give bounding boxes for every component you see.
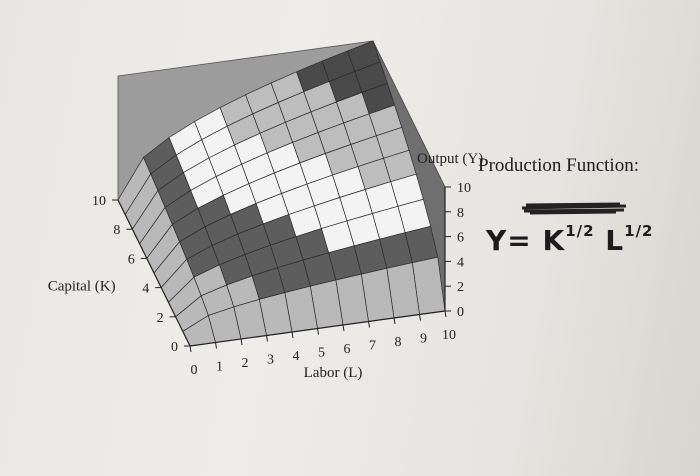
labor-tick-mark <box>266 335 268 342</box>
labor-tick-label: 0 <box>191 363 198 378</box>
labor-tick-mark <box>291 331 294 339</box>
output-tick-label: 2 <box>457 280 464 295</box>
labor-tick-mark <box>317 328 319 335</box>
capital-tick-label: 2 <box>157 311 164 326</box>
labor-tick-label: 1 <box>216 360 223 375</box>
labor-tick-mark <box>215 342 217 349</box>
labor-tick-label: 5 <box>318 346 325 361</box>
labor-tick-mark <box>393 317 396 325</box>
labor-tick-label: 7 <box>369 339 376 354</box>
capital-tick-label: 6 <box>128 252 135 267</box>
labor-tick-label: 8 <box>395 335 402 350</box>
labor-tick-mark <box>368 321 370 328</box>
formula-exponent-l: 1/2 <box>624 221 654 240</box>
capital-axis-title: Capital (K) <box>48 278 116 294</box>
labor-tick-mark <box>240 338 243 346</box>
output-axis-title: Output (Y) <box>417 151 483 167</box>
production-function-title: Production Function: <box>478 155 639 176</box>
crossed-out-scribble <box>521 202 627 215</box>
labor-tick-label: 3 <box>267 353 274 368</box>
capital-tick-label: 4 <box>142 282 149 297</box>
labor-tick-mark <box>189 345 192 353</box>
labor-tick-label: 10 <box>442 328 456 343</box>
labor-tick-mark <box>444 310 447 318</box>
formula-exponent-k: 1/2 <box>565 221 595 240</box>
labor-tick-label: 2 <box>242 356 249 371</box>
capital-tick-label: 10 <box>92 194 106 209</box>
labor-tick-label: 6 <box>344 342 351 357</box>
formula-base-k: Y= K <box>486 224 566 257</box>
labor-tick-label: 4 <box>293 349 300 364</box>
capital-tick-label: 8 <box>113 223 120 238</box>
output-tick-label: 6 <box>457 231 464 246</box>
output-tick-label: 8 <box>457 206 464 221</box>
output-tick-label: 10 <box>457 181 471 196</box>
capital-tick-label: 0 <box>171 340 178 355</box>
capital-axis-line <box>117 199 191 347</box>
labor-tick-label: 9 <box>420 332 427 347</box>
labor-axis-title: Labor (L) <box>304 365 363 381</box>
output-tick-label: 4 <box>457 255 464 270</box>
formula-base-l: L <box>605 224 625 257</box>
output-tick-label: 0 <box>457 305 464 320</box>
labor-tick-mark <box>342 324 345 332</box>
labor-tick-mark <box>419 314 421 321</box>
handwritten-formula: Y= K1/2 L1/2 <box>486 221 654 257</box>
